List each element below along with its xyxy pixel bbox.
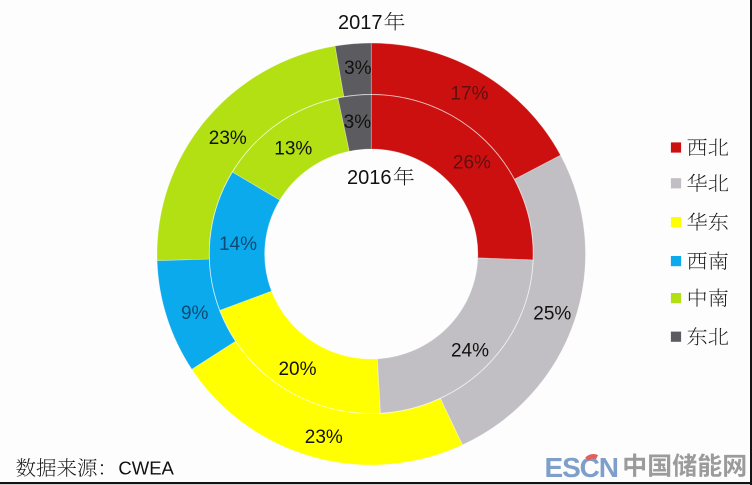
svg-text:20%: 20% — [278, 359, 316, 380]
svg-text:23%: 23% — [209, 128, 247, 149]
svg-text:2017: 2017 — [338, 12, 383, 34]
svg-text:25%: 25% — [533, 304, 571, 325]
svg-text:CWEA: CWEA — [118, 458, 174, 479]
svg-text:9%: 9% — [181, 303, 209, 324]
svg-text:3%: 3% — [344, 112, 372, 133]
svg-text:2016: 2016 — [347, 167, 392, 189]
svg-text:24%: 24% — [451, 340, 489, 361]
svg-text:14%: 14% — [219, 234, 257, 255]
svg-text:13%: 13% — [274, 138, 312, 159]
svg-text:26%: 26% — [453, 153, 491, 174]
svg-text:17%: 17% — [450, 83, 488, 104]
svg-text:23%: 23% — [305, 427, 343, 448]
svg-text:3%: 3% — [344, 58, 372, 79]
svg-text:ESCN: ESCN — [545, 452, 618, 483]
